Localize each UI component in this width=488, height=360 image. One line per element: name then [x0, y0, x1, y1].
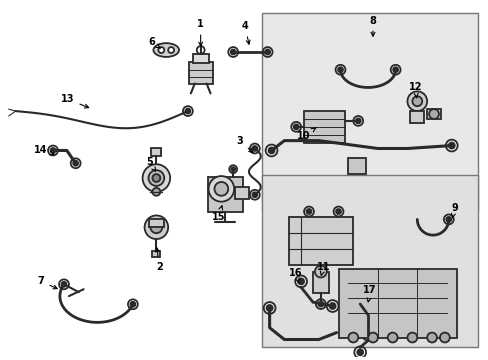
Circle shape	[329, 303, 335, 309]
Bar	[426, 109, 440, 119]
Text: 16: 16	[288, 267, 301, 283]
Circle shape	[387, 333, 397, 342]
Text: 17: 17	[363, 285, 376, 302]
Circle shape	[168, 47, 174, 53]
Circle shape	[392, 67, 397, 72]
Circle shape	[318, 302, 323, 306]
Text: 12: 12	[408, 82, 421, 98]
Circle shape	[150, 221, 162, 233]
Text: 10: 10	[297, 128, 315, 141]
Text: 2: 2	[155, 248, 163, 272]
Circle shape	[230, 50, 235, 54]
Circle shape	[365, 332, 370, 338]
Bar	[192, 54, 208, 63]
Circle shape	[158, 47, 164, 53]
Circle shape	[268, 148, 274, 153]
Bar	[148, 219, 164, 227]
Circle shape	[448, 143, 454, 148]
Circle shape	[152, 188, 160, 196]
Ellipse shape	[153, 43, 179, 57]
Circle shape	[142, 164, 170, 192]
Circle shape	[50, 148, 55, 153]
Text: 5: 5	[146, 157, 155, 171]
Text: 3: 3	[236, 136, 252, 153]
Circle shape	[185, 109, 190, 113]
Bar	[207, 177, 243, 212]
Text: 4: 4	[241, 21, 249, 44]
Bar	[261, 175, 477, 347]
Circle shape	[446, 217, 450, 222]
Circle shape	[314, 266, 326, 278]
Text: 9: 9	[450, 203, 457, 218]
Text: 15: 15	[211, 206, 224, 222]
Circle shape	[367, 333, 377, 342]
Circle shape	[231, 167, 235, 171]
Circle shape	[252, 192, 257, 197]
Bar	[235, 187, 248, 199]
Circle shape	[264, 50, 269, 54]
Circle shape	[293, 124, 298, 129]
Circle shape	[407, 91, 426, 111]
Circle shape	[266, 305, 272, 311]
Circle shape	[152, 174, 160, 182]
Circle shape	[428, 109, 438, 119]
Circle shape	[357, 295, 363, 301]
Bar	[338, 269, 456, 338]
Bar	[151, 148, 161, 156]
Text: 11: 11	[316, 262, 330, 275]
Circle shape	[357, 349, 363, 355]
Circle shape	[439, 333, 449, 342]
Text: 8: 8	[369, 15, 376, 36]
Circle shape	[407, 333, 416, 342]
Circle shape	[411, 96, 421, 106]
Circle shape	[214, 182, 228, 196]
Bar	[312, 271, 328, 293]
Circle shape	[426, 333, 436, 342]
Text: 7: 7	[38, 276, 57, 289]
Bar	[289, 217, 352, 265]
Bar	[409, 111, 423, 123]
Text: 14: 14	[34, 145, 54, 156]
Circle shape	[208, 176, 234, 202]
Circle shape	[252, 146, 257, 151]
Bar	[304, 111, 345, 143]
Circle shape	[73, 161, 78, 166]
Circle shape	[298, 278, 304, 284]
Bar	[152, 251, 160, 257]
Circle shape	[335, 209, 340, 214]
Circle shape	[130, 302, 135, 307]
Circle shape	[61, 282, 66, 287]
Bar	[347, 158, 366, 174]
Circle shape	[355, 118, 360, 123]
Circle shape	[306, 209, 311, 214]
Circle shape	[148, 170, 164, 186]
Circle shape	[347, 333, 358, 342]
Text: 13: 13	[61, 94, 88, 108]
Circle shape	[144, 215, 168, 239]
Bar	[261, 13, 477, 210]
Text: 1: 1	[197, 19, 203, 46]
Circle shape	[337, 67, 342, 72]
Bar	[188, 62, 212, 84]
Text: 6: 6	[148, 37, 160, 48]
